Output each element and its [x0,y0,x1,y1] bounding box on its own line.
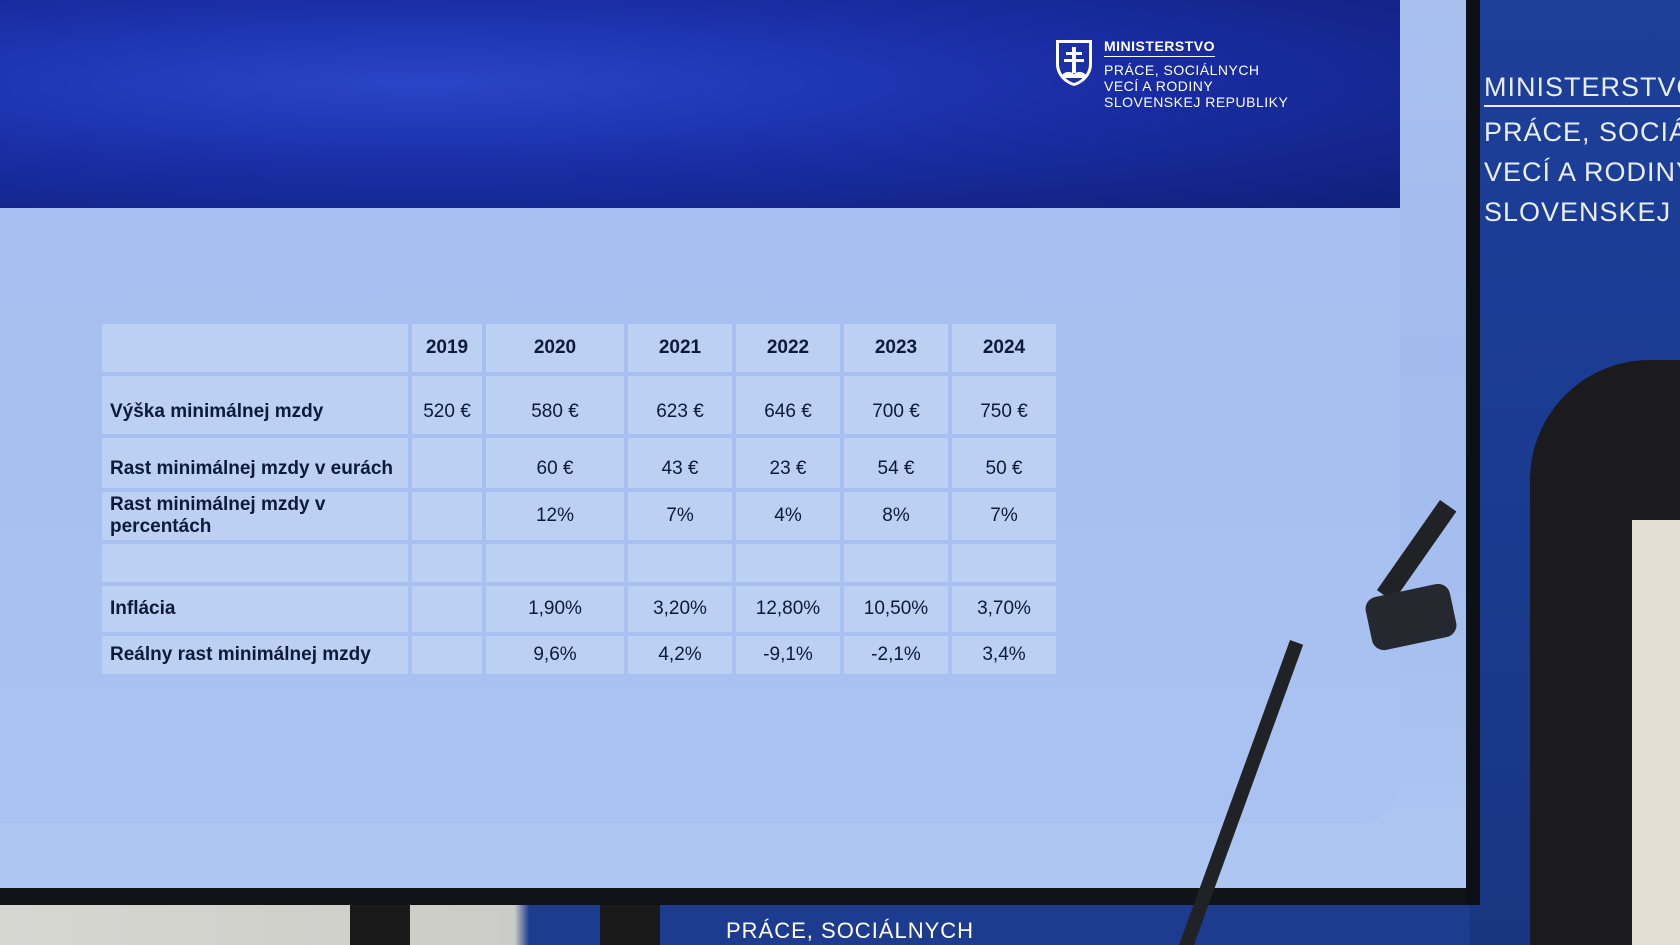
minimum-wage-table: 2019 2020 2021 2022 2023 2024 Výška mini… [98,320,1060,678]
table-header-row: 2019 2020 2021 2022 2023 2024 [102,324,1056,372]
ministry-logo: MINISTERSTVO PRÁCE, SOCIÁLNYCH VECÍ A RO… [1054,38,1288,110]
table-header-cell: 2020 [486,324,624,372]
table-cell: 4,2% [628,636,732,674]
table-cell: 8% [844,492,948,540]
monitor: MINISTERSTVO PRÁCE, SOCIÁLNYCH VECÍ A RO… [0,0,1480,905]
slovak-crest-icon [1056,40,1092,86]
table-cell [412,636,482,674]
table-row: Rast minimálnej mzdy v eurách 60 € 43 € … [102,438,1056,488]
table-cell: 3,4% [952,636,1056,674]
table-row [102,544,1056,582]
table-cell [844,544,948,582]
backdrop-line-1: MINISTERSTVO [1484,72,1680,107]
floor-backdrop [0,905,1470,945]
table-cell: 7% [628,492,732,540]
table-row: Výška minimálnej mzdy 520 € 580 € 623 € … [102,376,1056,434]
table-cell: 623 € [628,376,732,434]
table-cell: 646 € [736,376,840,434]
backdrop-bottom-text: PRÁCE, SOCIÁLNYCH [726,918,975,943]
table-cell: 3,70% [952,586,1056,632]
row-label: Výška minimálnej mzdy [102,376,408,434]
table-header-cell: 2019 [412,324,482,372]
row-label: Inflácia [102,586,408,632]
backdrop-line-4: SLOVENSKEJ RE [1484,197,1680,227]
backdrop-line-2: PRÁCE, SOCIÁL [1484,117,1680,147]
table-row: Rast minimálnej mzdy v percentách 12% 7%… [102,492,1056,540]
table-cell: 520 € [412,376,482,434]
table-cell: 3,20% [628,586,732,632]
table-header-cell: 2021 [628,324,732,372]
backdrop-line-3: VECÍ A RODINY [1484,157,1680,187]
presentation-screen: MINISTERSTVO PRÁCE, SOCIÁLNYCH VECÍ A RO… [0,0,1466,888]
table-row: Reálny rast minimálnej mzdy 9,6% 4,2% -9… [102,636,1056,674]
table-cell: 50 € [952,438,1056,488]
row-label: Rast minimálnej mzdy v percentách [102,492,408,540]
table-cell [412,492,482,540]
table-cell [412,438,482,488]
monitor-stand-right [600,905,660,945]
monitor-bezel [0,888,1466,905]
table-cell [628,544,732,582]
table-cell: 10,50% [844,586,948,632]
table-cell: 750 € [952,376,1056,434]
table-cell [412,586,482,632]
table-header-cell: 2022 [736,324,840,372]
table-cell: 60 € [486,438,624,488]
table-cell: 43 € [628,438,732,488]
table-cell: 4% [736,492,840,540]
table-cell: -2,1% [844,636,948,674]
table-cell: 7% [952,492,1056,540]
table-cell: -9,1% [736,636,840,674]
row-label: Reálny rast minimálnej mzdy [102,636,408,674]
logo-line-2: PRÁCE, SOCIÁLNYCH [1104,62,1260,78]
table-cell: 9,6% [486,636,624,674]
speaker-shirt [1632,520,1680,945]
logo-line-3: VECÍ A RODINY [1104,78,1214,94]
table-row: Inflácia 1,90% 3,20% 12,80% 10,50% 3,70% [102,586,1056,632]
table-cell [486,544,624,582]
table-cell [412,544,482,582]
slide-header: MINISTERSTVO PRÁCE, SOCIÁLNYCH VECÍ A RO… [0,0,1400,208]
row-label [102,544,408,582]
table-cell: 12% [486,492,624,540]
logo-line-4: SLOVENSKEJ REPUBLIKY [1104,94,1289,110]
logo-line-1: MINISTERSTVO [1104,38,1216,57]
table-cell: 580 € [486,376,624,434]
table-cell: 12,80% [736,586,840,632]
monitor-stand-left [350,905,410,945]
table-header-cell: 2023 [844,324,948,372]
table-cell: 700 € [844,376,948,434]
table-cell: 54 € [844,438,948,488]
row-label: Rast minimálnej mzdy v eurách [102,438,408,488]
table-cell: 23 € [736,438,840,488]
backdrop-text: MINISTERSTVO PRÁCE, SOCIÁL VECÍ A RODINY… [1484,72,1680,227]
table-cell [736,544,840,582]
table-header-cell [102,324,408,372]
ministry-name: MINISTERSTVO PRÁCE, SOCIÁLNYCH VECÍ A RO… [1104,38,1288,110]
table-cell: 1,90% [486,586,624,632]
table-header-cell: 2024 [952,324,1056,372]
table-cell [952,544,1056,582]
